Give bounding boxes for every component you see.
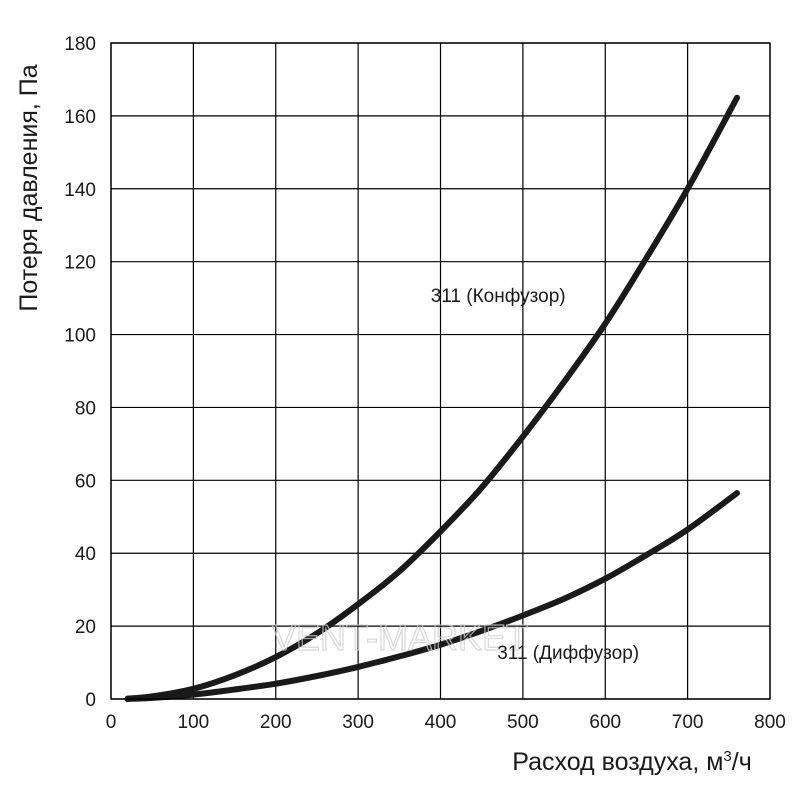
series-group xyxy=(124,94,740,702)
x-tick-label: 400 xyxy=(425,712,457,733)
y-tick-label: 60 xyxy=(75,471,96,492)
y-tick-label: 180 xyxy=(64,34,96,55)
y-tick-label: 140 xyxy=(64,180,96,201)
y-tick-label: 40 xyxy=(75,544,96,565)
series-line-diffuzor xyxy=(124,490,740,702)
series-label: 311 (Диффузор) xyxy=(497,643,639,664)
y-tick-label: 0 xyxy=(85,690,96,711)
x-tick-label: 700 xyxy=(672,712,704,733)
x-axis-title-superscript: 3 xyxy=(723,748,731,765)
series-line-konfuzor xyxy=(124,94,740,702)
x-axis-title-main: Расход воздуха, м xyxy=(512,748,723,776)
annotations: 311 (Конфузор) 311 (Диффузор) xyxy=(431,286,639,664)
series-label: 311 (Конфузор) xyxy=(431,286,566,307)
y-tick-label: 160 xyxy=(64,107,96,128)
watermark: VENT-MARKET xyxy=(272,617,528,658)
y-axis-ticks: 0 20 40 60 80 100 120 140 160 180 xyxy=(64,34,96,711)
plot-frame xyxy=(110,42,771,700)
x-tick-label: 100 xyxy=(178,712,210,733)
x-tick-label: 300 xyxy=(342,712,374,733)
y-tick-label: 80 xyxy=(75,398,96,419)
x-tick-label: 0 xyxy=(106,712,117,733)
x-tick-label: 800 xyxy=(754,712,786,733)
y-tick-label: 100 xyxy=(64,326,96,347)
y-tick-label: 120 xyxy=(64,253,96,274)
x-tick-label: 200 xyxy=(260,712,292,733)
y-tick-label: 20 xyxy=(75,617,96,638)
grid xyxy=(110,42,771,700)
x-axis-ticks: 0 100 200 300 400 500 600 700 800 xyxy=(106,712,786,733)
x-axis-title: Расход воздуха, м3/ч xyxy=(512,748,752,776)
x-tick-label: 500 xyxy=(507,712,539,733)
x-axis-title-tail: /ч xyxy=(732,748,752,776)
x-tick-label: 600 xyxy=(589,712,621,733)
y-axis-title: Потеря давления, Па xyxy=(15,64,43,311)
